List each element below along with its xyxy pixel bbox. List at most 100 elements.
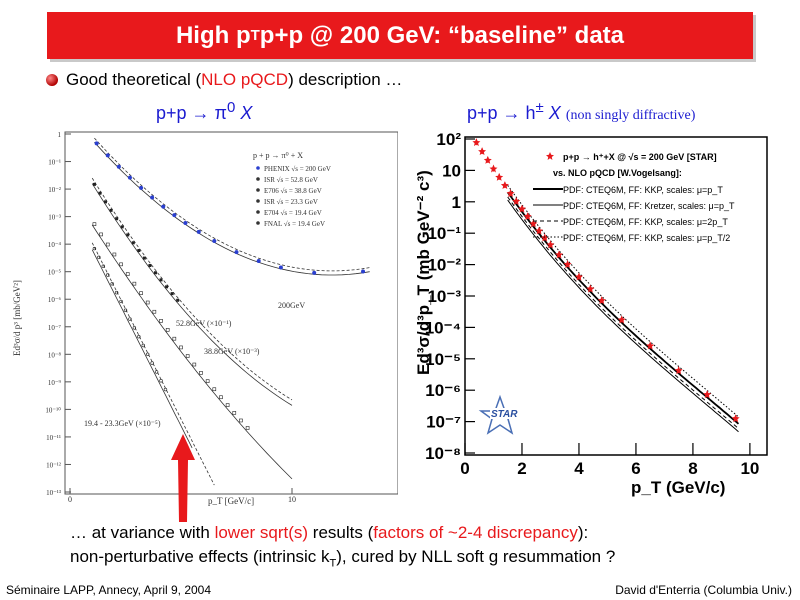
left-subtitle-text: p+p → π [156,103,227,123]
right-legend-item: PDF: CTEQ6M, FF: KKP, scales: μ=p_T/2 [563,233,730,243]
right-legend-item: PDF: CTEQ6M, FF: KKP, scales: μ=p_T [563,185,723,195]
right-legend-item: p+p → h⁺+X @ √s = 200 GeV [STAR] [563,152,717,162]
left-point-38 [145,300,150,305]
right-ytick-label: 10⁻⁴ [425,318,461,337]
right-point [495,172,504,181]
left-x: X [235,103,253,123]
left-point-38 [159,319,163,323]
title-text-a: High p [175,21,251,49]
right-point [563,260,572,269]
left-point-38 [92,222,97,226]
right-legend-item: vs. NLO pQCD [W.Vogelsang]: [553,168,682,178]
right-legend-item: PDF: CTEQ6M, FF: Kretzer, scales: μ=p_T [563,201,735,211]
left-ytick-label: 10⁻¹³ [46,489,61,497]
left-point-52 [142,256,146,260]
right-point [540,233,549,242]
left-point-200 [234,250,239,255]
left-point-38 [232,411,237,415]
right-point [674,366,683,375]
left-point-38 [105,242,110,247]
left-point-38 [172,336,177,341]
left-point-52 [148,264,152,268]
right-ytick-label: 10⁻¹ [427,224,461,243]
bottom2-a: non-perturbative effects (intrinsic k [70,547,330,566]
left-curve-200 [94,142,370,276]
left-point-200 [312,270,317,275]
left-point-19 [163,387,168,392]
left-point-52 [98,191,102,195]
right-subtitle-text: p+p → h [467,103,536,123]
right-xtick-label: 6 [631,459,640,478]
left-ytick-label: 10⁻⁹ [48,379,62,387]
left-ytick-label: 10⁻¹⁰ [45,406,61,414]
bottom-line-2: non-perturbative effects (intrinsic kT),… [70,547,615,569]
right-point [617,315,626,324]
right-xtick-label: 10 [740,459,759,478]
left-ytick-label: 1 [58,131,62,139]
left-point-200 [172,213,177,218]
left-point-200 [116,164,121,169]
left-point-19 [150,361,154,365]
left-point-52 [109,208,113,212]
left-point-38 [99,232,103,237]
bottom-red1: lower sqrt(s) [214,523,309,542]
left-legend-item: ISR √s = 23.3 GeV [264,198,318,206]
bottom-line-1: … at variance with lower sqrt(s) results… [70,523,588,543]
left-ytick-label: 10⁻¹ [48,159,61,167]
right-ytick-label: 10⁻² [427,256,461,275]
left-point-38 [165,328,170,332]
right-point [517,204,526,213]
right-point [574,272,583,281]
right-point [703,390,712,399]
red-arrow [171,434,195,522]
left-point-38 [185,354,190,358]
line1-red: NLO pQCD [201,70,289,89]
left-point-38 [219,395,223,400]
bottom2-b: ), cured by NLL soft g resummation ? [336,547,616,566]
left-xlabel: p_T [GeV/c] [208,496,254,506]
right-point [646,341,655,350]
left-label-200: 200GeV [278,301,305,310]
left-point-200 [278,265,283,270]
left-xtick-label: 0 [68,495,72,504]
line1-b: ) description … [288,70,403,89]
left-ytick-label: 10⁻¹² [46,461,61,469]
left-label-52: 52.8GeV (×10⁻¹) [176,319,232,328]
left-label-19: 19.4 - 23.3GeV (×10⁻⁵) [84,419,161,428]
left-point-19 [114,290,119,295]
left-point-19 [110,282,114,286]
left-curve-38 [91,224,293,480]
star-logo: STAR [478,394,528,435]
bottom-c: ): [577,523,589,542]
left-ytick-label: 10⁻² [48,186,61,194]
right-point [506,189,515,198]
left-point-38 [239,418,243,423]
left-point-19 [97,255,101,260]
left-point-19 [123,308,128,312]
right-curve-pt2 [507,185,739,418]
left-point-38 [205,379,210,383]
left-legend-item: E706 √s = 38.8 GeV [264,187,322,195]
left-legend-item: FNAL √s = 19.4 GeV [264,220,325,228]
right-point [731,414,740,423]
left-ytick-label: 10⁻⁴ [48,241,62,249]
right-point [489,164,498,173]
left-curve-19 [91,249,193,449]
left-point-52 [120,225,124,229]
footer-right: David d'Enterria (Columbia Univ.) [615,583,792,597]
left-point-200 [183,221,188,226]
left-point-52 [170,292,174,296]
right-x: X [543,103,561,123]
bottom-b: results ( [308,523,374,542]
right-ytick-label: 10 [442,161,461,180]
left-point-38 [179,345,183,350]
left-legend-marker [256,166,260,170]
right-point [472,138,481,147]
right-ylabel: Ed³σ/d³p_T (mb GeV⁻² c³) [414,170,433,375]
right-point [597,296,606,305]
right-curve-kkp [506,191,740,425]
left-ylabel: Ed³σ/d p³ [mb/GeV²] [12,280,22,356]
left-point-200 [212,238,217,243]
right-point [512,196,521,205]
